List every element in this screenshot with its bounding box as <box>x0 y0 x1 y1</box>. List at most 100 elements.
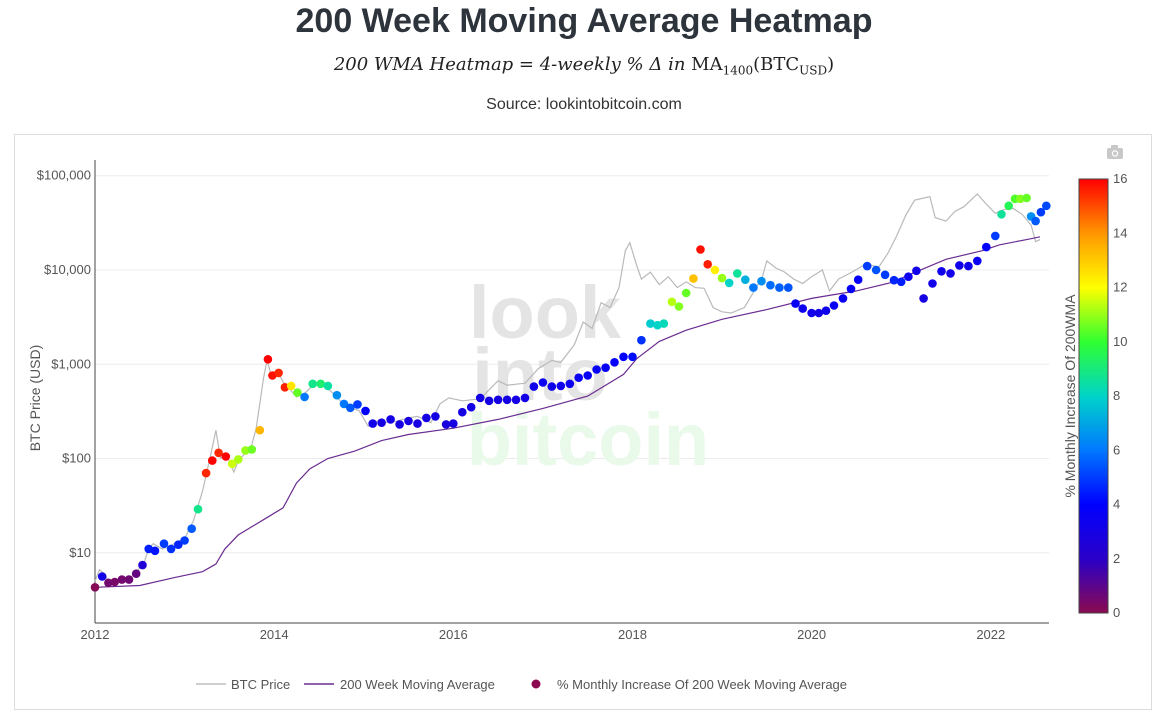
heat-dot[interactable] <box>814 308 824 318</box>
heat-dot[interactable] <box>208 456 217 465</box>
heat-dot[interactable] <box>255 425 265 435</box>
heat-dot[interactable] <box>1036 207 1046 217</box>
heat-dot[interactable] <box>556 381 566 391</box>
heat-dot[interactable] <box>353 400 362 409</box>
heat-dot[interactable] <box>547 382 557 391</box>
heat-dot[interactable] <box>201 468 211 478</box>
heat-dot[interactable] <box>234 455 243 464</box>
heat-dot[interactable] <box>449 419 458 428</box>
heat-dot[interactable] <box>286 381 296 391</box>
heat-dot[interactable] <box>807 308 816 318</box>
heat-dot[interactable] <box>724 278 734 288</box>
heat-dot[interactable] <box>1022 193 1031 203</box>
heat-dot[interactable] <box>529 382 539 391</box>
heat-dot[interactable] <box>798 304 807 313</box>
heat-dot[interactable] <box>937 267 946 276</box>
heat-dot[interactable] <box>601 363 610 373</box>
heat-dot[interactable] <box>361 406 370 416</box>
heat-dot[interactable] <box>784 283 793 292</box>
heat-dot[interactable] <box>466 402 476 412</box>
heat-dot[interactable] <box>689 274 698 283</box>
heat-dot[interactable] <box>308 379 318 389</box>
heat-dot[interactable] <box>829 301 839 310</box>
heat-dot[interactable] <box>221 452 231 461</box>
heat-dot[interactable] <box>733 269 742 278</box>
heat-dot[interactable] <box>991 231 1000 241</box>
heat-dot[interactable] <box>110 577 119 587</box>
heat-dot[interactable] <box>696 245 705 254</box>
heat-dot[interactable] <box>395 420 404 429</box>
heat-dot[interactable] <box>710 265 720 275</box>
heat-dot[interactable] <box>484 396 494 406</box>
heat-dot[interactable] <box>377 418 386 428</box>
heat-dot[interactable] <box>955 261 964 270</box>
heat-dot[interactable] <box>159 539 169 548</box>
heat-dot[interactable] <box>667 297 677 307</box>
heat-dot[interactable] <box>912 266 921 276</box>
heat-dot[interactable] <box>1031 216 1040 226</box>
heat-dot[interactable] <box>821 306 831 316</box>
heat-dot[interactable] <box>117 575 127 584</box>
heat-dot[interactable] <box>791 299 800 308</box>
heat-dot[interactable] <box>846 284 856 294</box>
heat-dot[interactable] <box>946 269 955 278</box>
heat-dot[interactable] <box>871 265 881 275</box>
heat-dot[interactable] <box>90 583 100 592</box>
heat-dot[interactable] <box>565 379 575 389</box>
heat-dot[interactable] <box>174 540 183 549</box>
heat-dot[interactable] <box>610 358 619 367</box>
heat-dot[interactable] <box>889 275 899 285</box>
heat-dot[interactable] <box>104 578 113 588</box>
heat-dot[interactable] <box>332 390 342 400</box>
heat-dot[interactable] <box>300 392 309 402</box>
heat-dot[interactable] <box>404 416 413 426</box>
heat-dot[interactable] <box>241 446 250 455</box>
heat-dot[interactable] <box>964 261 973 271</box>
heat-dot[interactable] <box>413 419 422 428</box>
heat-dot[interactable] <box>982 242 991 252</box>
heat-dot[interactable] <box>919 294 928 303</box>
heat-dot[interactable] <box>511 395 521 405</box>
heat-dot[interactable] <box>766 280 775 290</box>
heat-dot[interactable] <box>973 256 982 266</box>
heat-dot[interactable] <box>166 544 176 554</box>
heat-dot[interactable] <box>274 368 283 378</box>
heat-dot[interactable] <box>838 294 848 303</box>
heat-dot[interactable] <box>180 536 189 545</box>
heat-dot[interactable] <box>138 560 147 570</box>
heat-dot[interactable] <box>124 575 134 584</box>
heat-dot[interactable] <box>431 412 440 421</box>
heat-dot[interactable] <box>316 379 326 389</box>
heat-dot[interactable] <box>538 378 548 387</box>
heat-dot[interactable] <box>1016 194 1025 204</box>
camera-icon[interactable] <box>1107 145 1123 159</box>
heat-dot[interactable] <box>896 277 906 287</box>
heat-dot[interactable] <box>193 504 203 514</box>
heat-dot[interactable] <box>574 373 583 383</box>
heat-dot[interactable] <box>214 448 223 458</box>
heat-dot[interactable] <box>862 261 872 271</box>
heat-dot[interactable] <box>717 273 727 283</box>
heat-dot[interactable] <box>187 524 196 533</box>
heat-dot[interactable] <box>619 352 628 362</box>
heat-dot[interactable] <box>493 395 503 405</box>
heat-dot[interactable] <box>386 415 395 424</box>
heat-dot[interactable] <box>339 399 349 409</box>
heat-dot[interactable] <box>853 275 863 285</box>
heat-dot[interactable] <box>997 210 1006 219</box>
heat-dot[interactable] <box>749 283 758 292</box>
heat-dot[interactable] <box>247 445 257 454</box>
heat-dot[interactable] <box>150 546 160 556</box>
heat-dot[interactable] <box>293 388 302 397</box>
heat-dot[interactable] <box>775 283 784 292</box>
heat-dot[interactable] <box>97 572 107 581</box>
heat-dot[interactable] <box>646 319 655 328</box>
heat-dot[interactable] <box>441 420 451 429</box>
heat-dot[interactable] <box>502 395 512 405</box>
heat-dot[interactable] <box>422 413 431 423</box>
heat-dot[interactable] <box>1042 201 1051 211</box>
heat-dot[interactable] <box>1004 201 1013 211</box>
heat-dot[interactable] <box>741 275 750 285</box>
heat-dot[interactable] <box>323 381 333 391</box>
